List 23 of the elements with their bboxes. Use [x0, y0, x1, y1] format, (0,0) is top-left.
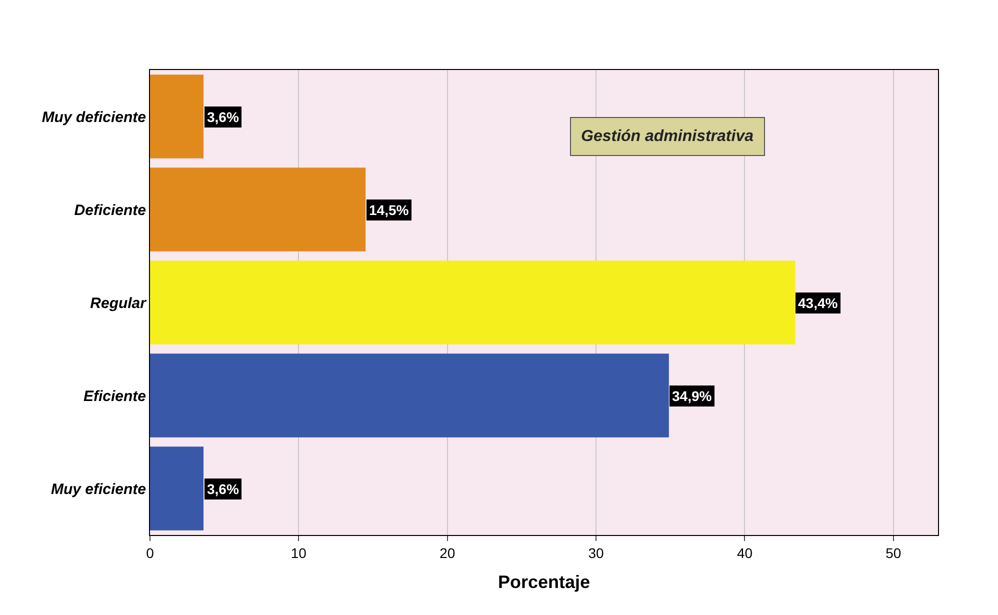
x-tick-label: 30: [588, 544, 604, 561]
y-tick-label: Muy deficiente: [42, 108, 146, 126]
y-tick-label: Regular: [90, 294, 148, 312]
x-tick-label: 0: [146, 544, 154, 561]
data-label: 3,6%: [207, 481, 240, 497]
data-label: 3,6%: [207, 109, 240, 125]
data-label: 14,5%: [369, 202, 410, 218]
data-label: 43,4%: [798, 295, 838, 311]
x-tick-label: 50: [886, 544, 902, 561]
bar: [150, 74, 204, 158]
x-tick-label: 10: [290, 544, 307, 561]
x-tick-label: 20: [440, 544, 456, 561]
y-tick-label: Deficiente: [74, 202, 146, 219]
x-axis-title: Porcentaje: [498, 572, 590, 592]
y-tick-label: Eficiente: [83, 388, 146, 405]
annotation: Gestión administrativa: [581, 128, 754, 145]
bar: [150, 260, 796, 344]
y-tick-label: Muy eficiente: [50, 480, 146, 498]
data-label: 34,9%: [672, 388, 712, 404]
x-tick-label: 40: [736, 544, 753, 561]
bar: [150, 446, 204, 530]
bar: [150, 354, 669, 438]
bar: [150, 168, 366, 252]
